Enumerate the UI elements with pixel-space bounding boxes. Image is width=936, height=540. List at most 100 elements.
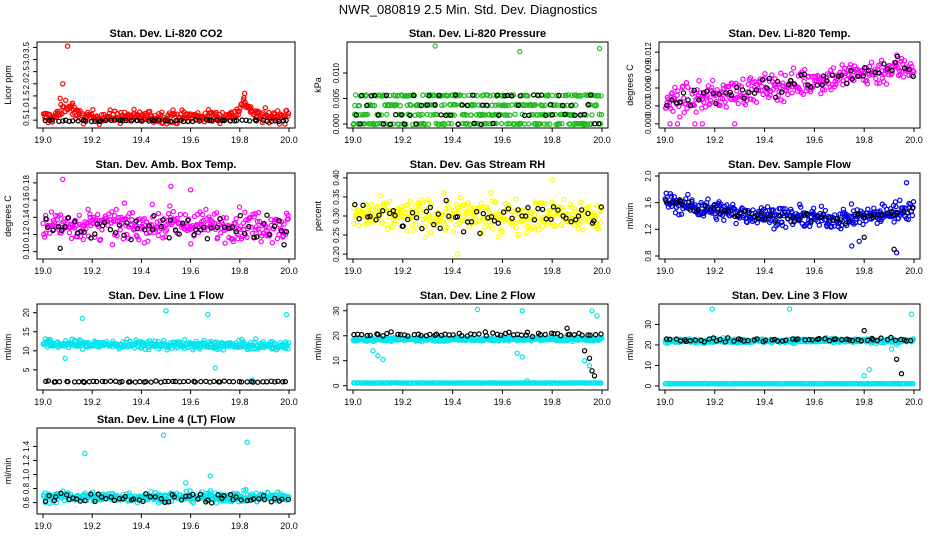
data-point	[418, 332, 424, 339]
data-point	[128, 236, 134, 243]
data-point	[399, 112, 405, 118]
data-point	[113, 206, 119, 213]
data-point	[849, 243, 855, 249]
data-point	[495, 220, 501, 226]
data-point	[62, 97, 69, 104]
data-point	[509, 93, 515, 99]
data-point	[468, 112, 474, 118]
y-axis-label: ml/min	[625, 334, 635, 361]
data-point	[272, 495, 278, 502]
x-tick-label: 19.2	[394, 135, 412, 145]
y-tick-label: 0.14	[22, 209, 31, 225]
data-point	[145, 238, 151, 244]
x-tick-label: 19.0	[34, 266, 52, 276]
data-point	[50, 227, 56, 233]
data-point	[680, 90, 687, 96]
data-point	[410, 121, 416, 128]
data-point	[769, 337, 775, 343]
data-point	[268, 499, 274, 505]
data-point	[55, 223, 62, 230]
y-axis-label: ml/min	[625, 203, 635, 230]
data-point	[838, 225, 844, 232]
data-point	[678, 211, 685, 217]
data-point	[704, 207, 711, 213]
x-tick-label: 19.6	[806, 266, 824, 276]
data-point	[754, 336, 760, 342]
data-point	[572, 112, 578, 119]
data-point	[499, 120, 505, 127]
data-point	[221, 493, 227, 499]
data-point	[523, 332, 529, 338]
data-point	[427, 204, 433, 211]
data-point	[822, 87, 828, 93]
series-reference	[353, 92, 602, 128]
data-point	[53, 494, 59, 500]
data-point	[366, 206, 372, 212]
data-point	[279, 496, 285, 502]
data-point	[515, 102, 522, 109]
data-point	[107, 378, 114, 384]
y-axis-label: ml/min	[313, 334, 323, 361]
data-point	[852, 211, 858, 218]
x-tick-label: 19.2	[83, 266, 101, 276]
data-point	[558, 222, 565, 229]
plot-frame	[346, 41, 609, 129]
data-point	[459, 102, 465, 108]
data-point	[588, 92, 594, 98]
data-point	[525, 93, 531, 99]
data-point	[874, 80, 880, 86]
data-point	[502, 93, 508, 99]
data-point	[591, 373, 598, 379]
data-point	[252, 117, 258, 123]
data-point	[76, 379, 82, 385]
data-point	[81, 379, 88, 385]
data-point	[543, 216, 549, 222]
data-point	[485, 206, 491, 212]
data-point	[114, 110, 121, 117]
data-point	[415, 331, 421, 337]
x-tick-label: 19.4	[756, 397, 774, 407]
data-point	[423, 208, 430, 215]
data-point	[380, 356, 386, 363]
data-point	[855, 211, 861, 218]
data-point	[690, 101, 697, 108]
data-point	[418, 102, 425, 109]
data-point	[455, 121, 461, 128]
y-tick-label: 0.8	[22, 482, 31, 494]
series-samples	[350, 177, 605, 257]
data-point	[585, 101, 591, 108]
data-point	[556, 92, 562, 99]
data-point	[356, 215, 362, 222]
data-point	[727, 89, 733, 96]
data-point	[785, 209, 791, 216]
y-tick-label: 0.10	[22, 243, 31, 259]
data-point	[359, 331, 365, 338]
data-point	[146, 108, 153, 115]
data-point	[876, 70, 882, 76]
data-point	[535, 227, 542, 233]
data-point	[593, 102, 599, 108]
data-point	[717, 336, 723, 343]
data-point	[830, 65, 837, 71]
data-point	[745, 81, 752, 88]
data-point	[910, 198, 917, 205]
data-point	[731, 213, 738, 220]
data-point	[770, 207, 777, 213]
data-point	[69, 118, 76, 124]
data-point	[891, 219, 897, 225]
x-tick-label: 19.8	[543, 397, 561, 407]
data-point	[490, 120, 496, 127]
data-point	[505, 206, 512, 212]
y-tick-label: 1.2	[644, 223, 653, 235]
x-tick-label: 19.8	[855, 135, 873, 145]
data-point	[207, 473, 213, 479]
data-point	[88, 118, 95, 125]
data-point	[769, 72, 775, 78]
data-point	[411, 227, 417, 233]
data-point	[382, 221, 389, 228]
data-point	[558, 332, 564, 339]
data-point	[544, 121, 550, 127]
y-tick-label: 2.5	[22, 66, 31, 78]
data-point	[375, 204, 381, 211]
data-point	[281, 221, 287, 227]
